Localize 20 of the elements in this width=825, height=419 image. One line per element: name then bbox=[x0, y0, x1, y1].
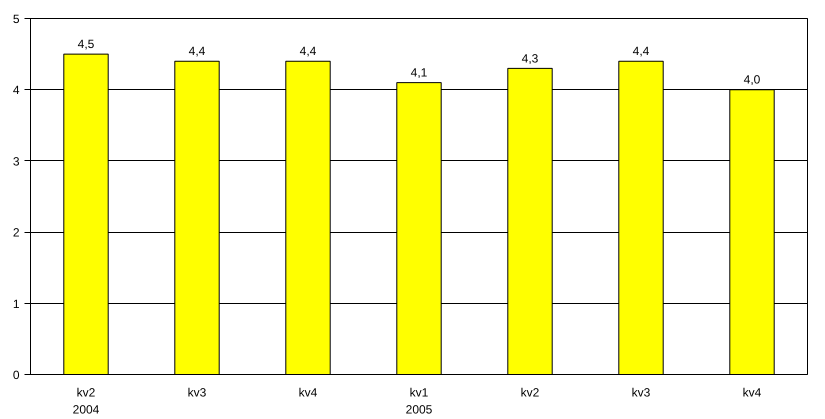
data-label: 4,1 bbox=[410, 66, 428, 80]
y-tick-label: 2 bbox=[12, 226, 20, 240]
x-tick-label: kv2 2004 bbox=[72, 386, 100, 416]
x-tick-label: kv2 bbox=[520, 386, 540, 400]
x-tick-label: kv4 bbox=[742, 386, 762, 400]
y-tick-label: 4 bbox=[12, 83, 20, 98]
y-tick-label: 1 bbox=[12, 296, 20, 311]
y-tick-label: 3 bbox=[12, 154, 20, 168]
data-label: 4,3 bbox=[522, 51, 539, 66]
x-tick-label: kv3 bbox=[632, 386, 651, 400]
data-label: 4,0 bbox=[744, 72, 761, 87]
x-tick-label: kv1 2005 bbox=[406, 386, 433, 416]
data-label: 4,4 bbox=[632, 44, 650, 58]
data-label: 4,4 bbox=[188, 44, 206, 58]
x-tick-label: kv3 bbox=[188, 386, 207, 400]
y-tick-label: 5 bbox=[12, 12, 20, 26]
x-tick-label: kv4 bbox=[298, 386, 318, 400]
data-label: 4,5 bbox=[78, 37, 95, 52]
data-label: 4,4 bbox=[300, 44, 317, 58]
y-tick-label: 0 bbox=[12, 368, 20, 382]
